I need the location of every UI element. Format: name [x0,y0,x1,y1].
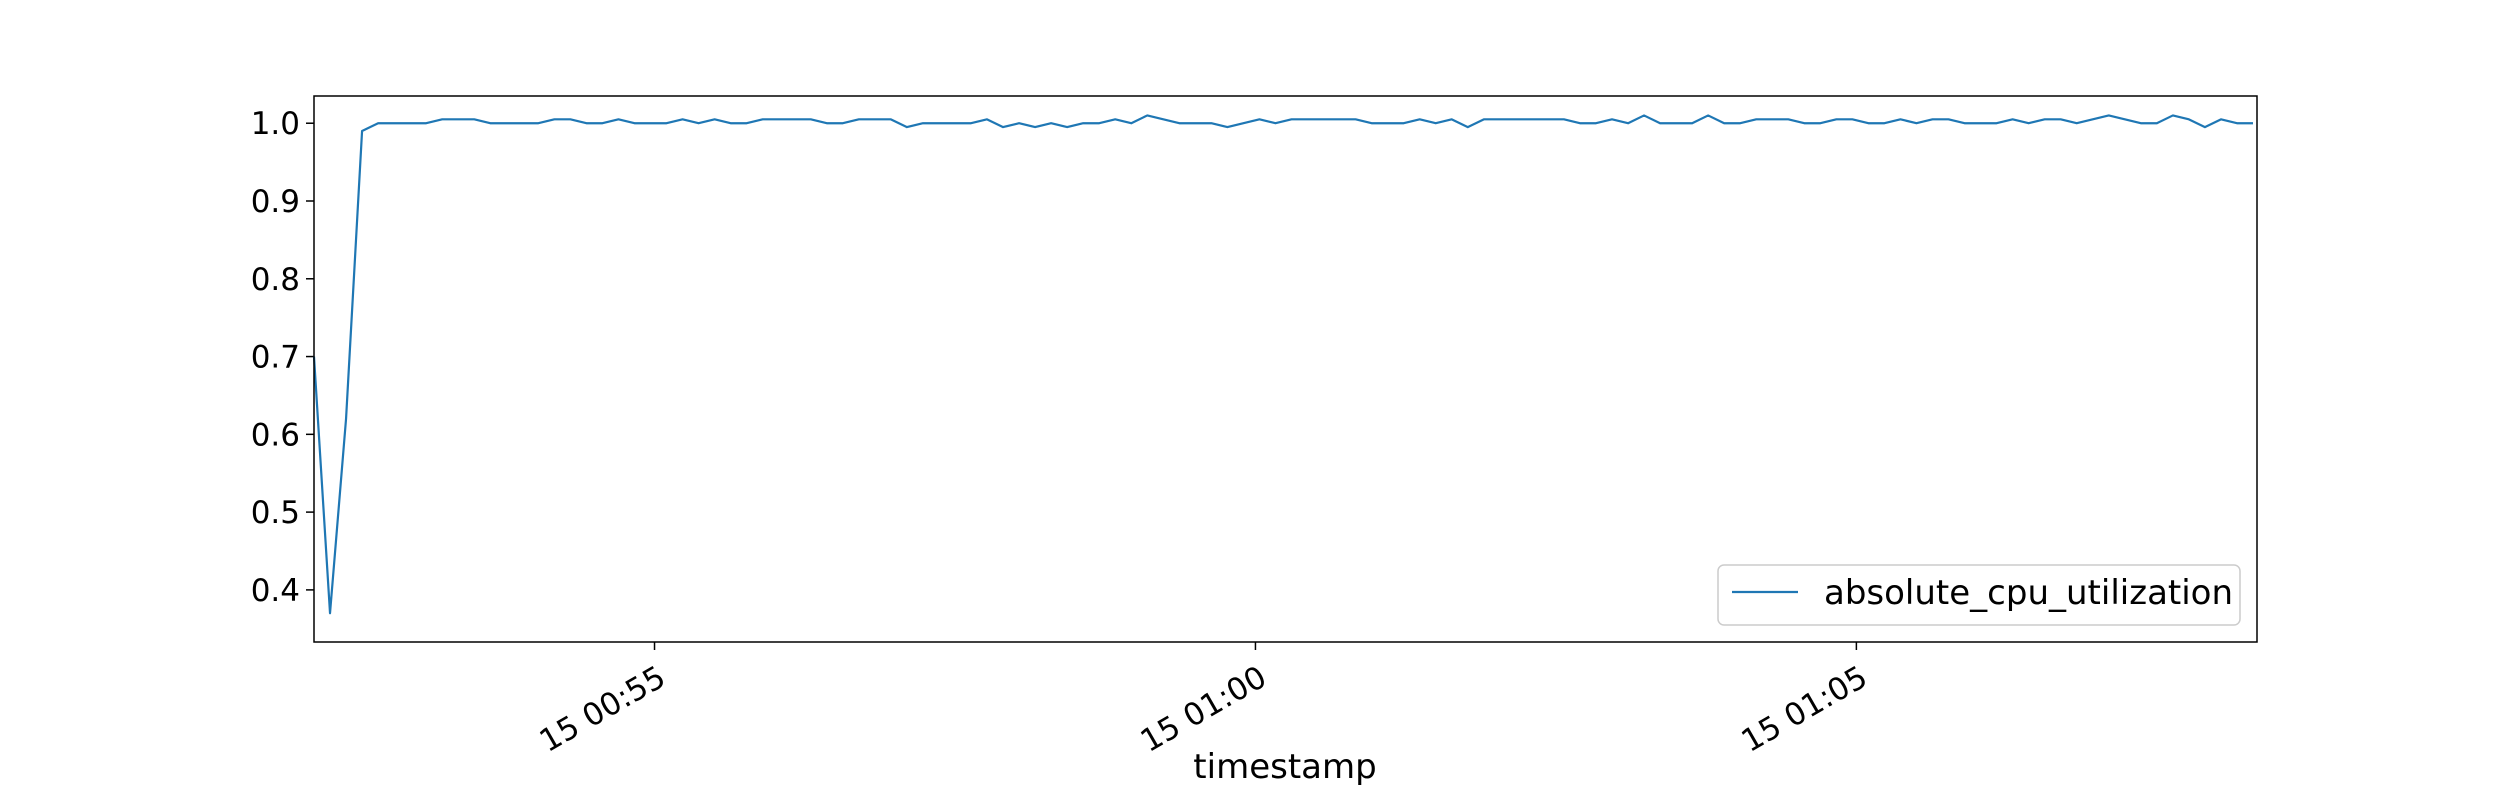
x-axis: 15 00:55 15 01:00 15 01:05 [534,642,1874,760]
plot-area [314,96,2257,642]
x-axis-label: timestamp [1193,747,1376,787]
legend-frame [1717,564,2241,626]
y-tick-label: 0.6 [251,417,300,453]
y-tick-label: 0.4 [251,573,300,609]
legend: absolute_cpu_utilization [1717,564,2241,626]
series-line-absolute-cpu-utilization [312,114,2253,615]
y-tick-label: 1.0 [251,106,300,142]
y-axis: 0.4 0.5 0.6 0.7 0.8 0.9 1.0 [251,106,314,609]
y-tick-label: 0.9 [251,184,300,220]
y-tick-label: 0.8 [251,262,300,298]
x-tick-label: 15 00:55 [534,659,672,759]
x-tick-label: 15 01:05 [1736,659,1874,759]
x-tick-label: 15 01:00 [1135,659,1273,759]
y-tick-label: 0.7 [251,340,300,376]
plot-frame [313,95,2258,643]
legend-label: absolute_cpu_utilization [1824,573,2233,613]
y-tick-label: 0.5 [251,495,300,531]
